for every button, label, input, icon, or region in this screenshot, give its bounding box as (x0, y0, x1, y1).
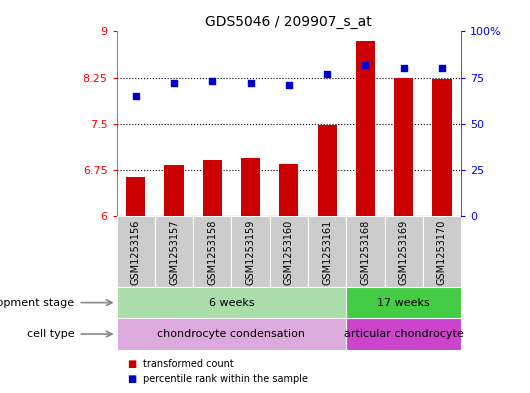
Text: GSM1253168: GSM1253168 (360, 220, 370, 285)
Point (170, 80, 178, 86)
Bar (117, 216, 155, 287)
Bar (308, 216, 346, 287)
Bar (193, 216, 232, 287)
Text: percentile rank within the sample: percentile rank within the sample (143, 374, 308, 384)
Text: ■: ■ (127, 358, 136, 369)
Text: GSM1253169: GSM1253169 (399, 220, 409, 285)
Bar (117, 318, 346, 350)
Bar (232, 216, 270, 287)
Text: GSM1253161: GSM1253161 (322, 220, 332, 285)
Title: GDS5046 / 209907_s_at: GDS5046 / 209907_s_at (206, 15, 372, 29)
Bar (346, 287, 461, 318)
Bar (117, 287, 346, 318)
Bar (164, 165, 183, 216)
Text: ■: ■ (127, 374, 136, 384)
Text: chondrocyte condensation: chondrocyte condensation (157, 329, 305, 339)
Text: GSM1253159: GSM1253159 (245, 220, 255, 285)
Point (361, 62, 369, 68)
Text: GSM1253156: GSM1253156 (131, 220, 141, 285)
Bar (279, 164, 298, 216)
Bar (317, 125, 337, 216)
Text: GSM1253170: GSM1253170 (437, 220, 447, 285)
Point (438, 65, 446, 72)
Text: GSM1253160: GSM1253160 (284, 220, 294, 285)
Bar (346, 318, 461, 350)
Bar (356, 41, 375, 216)
Bar (346, 216, 385, 287)
Bar (126, 177, 145, 216)
Bar (394, 78, 413, 216)
Bar (155, 216, 193, 287)
Text: GSM1253157: GSM1253157 (169, 220, 179, 285)
Bar (241, 158, 260, 216)
Text: GSM1253158: GSM1253158 (207, 220, 217, 285)
Point (246, 80, 255, 86)
Text: 6 weeks: 6 weeks (209, 298, 254, 308)
Bar (423, 216, 461, 287)
Bar (202, 160, 222, 216)
Bar (270, 216, 308, 287)
Text: cell type: cell type (27, 329, 75, 339)
Bar (432, 79, 452, 216)
Text: articular chondrocyte: articular chondrocyte (344, 329, 464, 339)
Text: transformed count: transformed count (143, 358, 234, 369)
Text: 17 weeks: 17 weeks (377, 298, 430, 308)
Point (285, 82, 293, 88)
Bar (385, 216, 423, 287)
Point (323, 71, 331, 77)
Point (208, 78, 217, 84)
Point (400, 65, 408, 72)
Point (131, 93, 140, 99)
Text: development stage: development stage (0, 298, 75, 308)
